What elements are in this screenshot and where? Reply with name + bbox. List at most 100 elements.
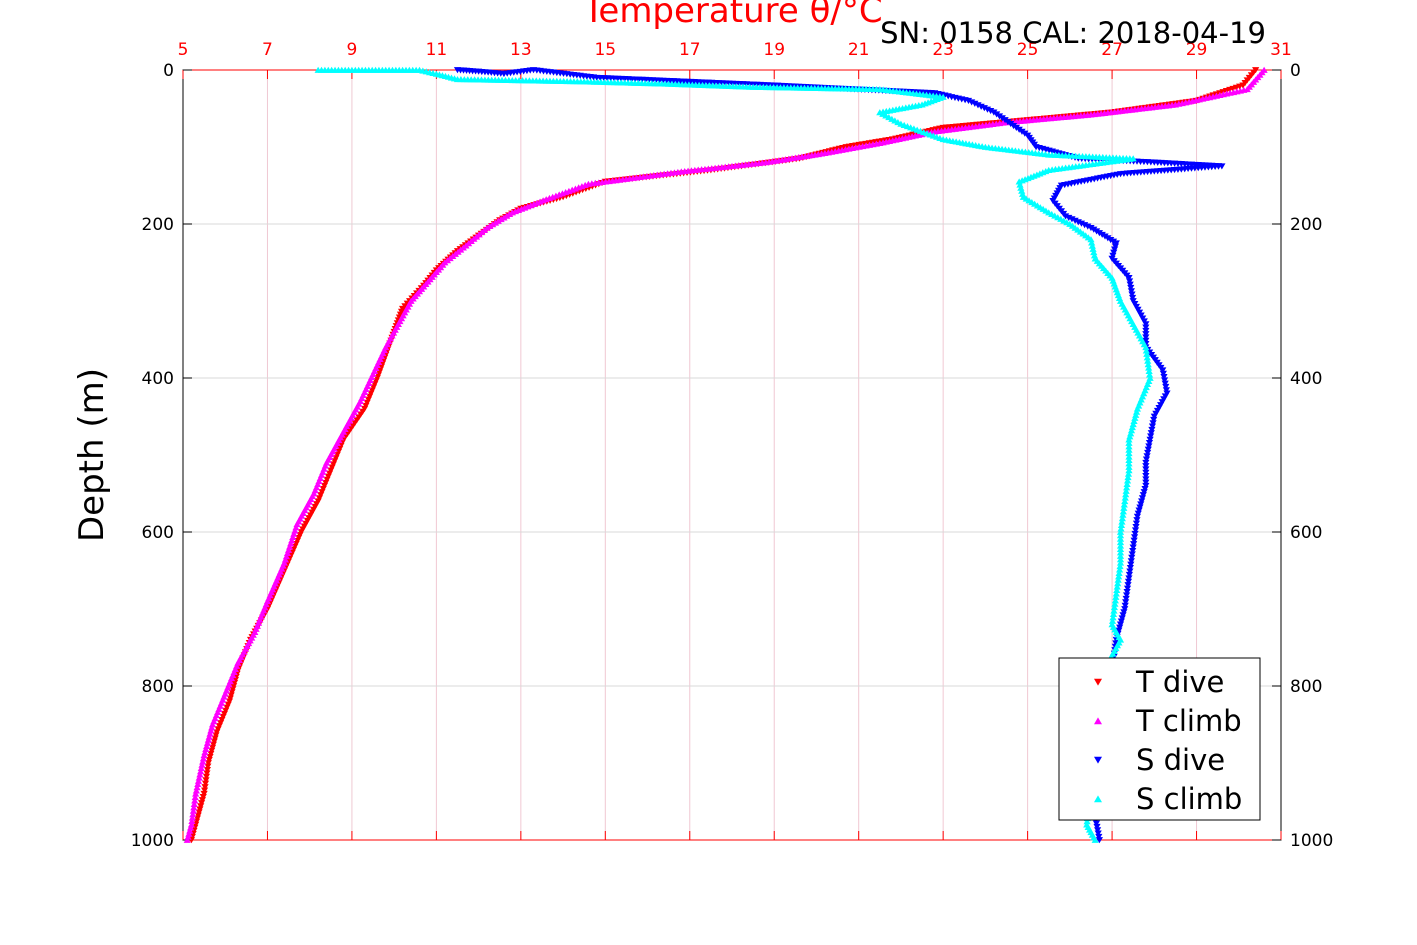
y-tick-label-right: 200 (1290, 215, 1322, 235)
data-point (1124, 582, 1132, 589)
y-tick-label-right: 1000 (1290, 831, 1333, 851)
data-point (1111, 600, 1119, 607)
data-point (205, 757, 213, 764)
data-point (1108, 617, 1117, 624)
data-point (1109, 614, 1117, 621)
legend-marker (1094, 756, 1102, 764)
data-point (215, 723, 223, 730)
data-point (224, 701, 232, 708)
data-point (366, 393, 374, 400)
data-point (199, 794, 207, 801)
data-point (1138, 498, 1146, 505)
data-point (229, 686, 237, 693)
data-point (1018, 187, 1026, 194)
data-point (363, 399, 371, 406)
data-point (1125, 467, 1133, 474)
legend-marker (1094, 795, 1102, 803)
data-point (1093, 827, 1102, 834)
data-point (1144, 361, 1152, 368)
data-point (1109, 252, 1117, 259)
data-point (1125, 436, 1133, 443)
data-point (197, 764, 205, 772)
data-point (1127, 284, 1135, 292)
data-point (1116, 552, 1125, 559)
data-point (1095, 833, 1103, 840)
data-point (1092, 228, 1101, 235)
data-point (1133, 517, 1141, 524)
data-point (1142, 337, 1150, 344)
data-point (200, 790, 208, 798)
x-tick-label: 25 (1017, 40, 1039, 60)
data-point (1142, 463, 1150, 470)
data-point (1137, 501, 1145, 508)
data-point (317, 492, 325, 499)
data-point (198, 761, 206, 768)
legend-label: S dive (1136, 743, 1225, 777)
serial-calibration-label: SN: 0158 CAL: 2018-04-19 (880, 16, 1266, 50)
data-point (208, 744, 217, 751)
data-point (1125, 460, 1133, 467)
data-point (1160, 374, 1168, 381)
data-point (203, 766, 211, 774)
data-point (1093, 823, 1101, 831)
data-point (211, 735, 219, 742)
data-point (1112, 593, 1120, 600)
data-point (1128, 291, 1136, 298)
data-point (329, 461, 337, 468)
data-point (1125, 453, 1133, 460)
data-point (191, 797, 199, 804)
data-point (1101, 233, 1109, 240)
x-tick-label: 23 (932, 40, 954, 60)
y-tick-label-right: 0 (1290, 61, 1301, 81)
data-point (226, 695, 234, 702)
data-point (1127, 558, 1135, 565)
data-point (1142, 331, 1150, 338)
data-point (196, 806, 204, 813)
data-point (185, 830, 193, 837)
data-point (1124, 578, 1133, 585)
data-point (1130, 541, 1138, 548)
data-point (230, 680, 239, 687)
data-point (1107, 236, 1115, 244)
data-point (1134, 510, 1142, 517)
data-point (1090, 248, 1098, 256)
data-point (1142, 469, 1150, 476)
data-point (367, 390, 375, 397)
data-point (1127, 561, 1135, 568)
data-point (196, 771, 204, 778)
x-tick-label: 19 (763, 40, 785, 60)
data-point (219, 713, 227, 721)
data-point (1120, 504, 1128, 511)
data-point (1116, 535, 1125, 542)
data-point (208, 721, 217, 728)
data-point (1117, 521, 1126, 529)
data-point (204, 763, 212, 770)
data-point (1115, 573, 1123, 580)
data-point (1119, 612, 1127, 619)
data-point (1116, 528, 1125, 535)
data-point (1018, 190, 1027, 197)
data-point (201, 748, 209, 756)
data-point (1087, 236, 1095, 243)
data-point (1129, 420, 1137, 428)
data-point (1115, 566, 1124, 573)
data-point (1116, 621, 1125, 628)
x-tick-label: 21 (848, 40, 870, 60)
data-point (1088, 242, 1096, 249)
data-point (194, 812, 202, 819)
data-point (1149, 420, 1157, 427)
data-point (1159, 367, 1167, 374)
axis-ticks (182, 69, 1282, 841)
x-tick-label: 27 (1101, 40, 1123, 60)
top-tick-labels: 5 7 9 11 13 15 17 19 21 23 25 27 29 31 (178, 40, 1292, 60)
chart-title: Temperature θ/°C (582, 0, 882, 31)
data-point (1121, 494, 1129, 501)
right-tick-labels: 0 200 400 600 800 1000 (1290, 61, 1333, 851)
data-point (1123, 480, 1131, 487)
data-point (1083, 818, 1091, 825)
data-point (206, 753, 214, 761)
y-tick-label-right: 600 (1290, 523, 1322, 543)
data-point (1148, 426, 1156, 433)
data-point (190, 800, 198, 807)
